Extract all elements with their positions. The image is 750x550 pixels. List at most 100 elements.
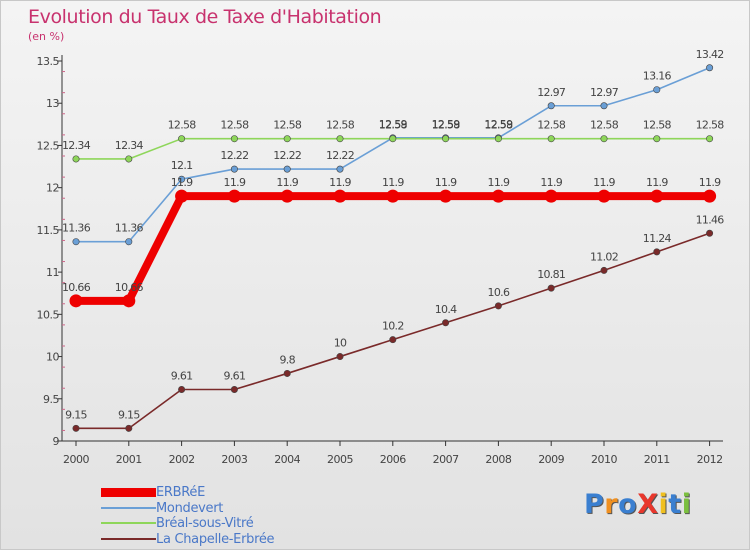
data-label: 12.58 <box>273 119 302 132</box>
data-point <box>494 135 502 143</box>
data-point <box>336 165 344 173</box>
data-label: 9.15 <box>65 408 87 421</box>
chart-title: Evolution du Taux de Taxe d'Habitation <box>28 6 382 28</box>
data-point <box>439 189 453 203</box>
data-label: 12.22 <box>273 149 301 162</box>
data-label: 11.24 <box>643 232 672 245</box>
data-point <box>230 385 238 393</box>
data-label: 10.2 <box>382 320 404 333</box>
legend-swatch <box>101 537 156 540</box>
x-tick-label: 2010 <box>591 453 617 466</box>
data-point <box>280 189 294 203</box>
data-label: 10.4 <box>435 303 457 316</box>
data-point <box>600 102 608 110</box>
data-point <box>389 135 397 143</box>
data-labels-layer: 10.66 10.66 11.9 11.9 11.9 11.9 11.9 11.9 11.9 11… <box>62 48 725 422</box>
data-point <box>544 189 558 203</box>
data-point <box>69 294 83 308</box>
data-label: 11.46 <box>696 213 725 226</box>
x-tick-label: 2003 <box>221 453 247 466</box>
data-label: 11.9 <box>488 176 510 189</box>
data-point <box>653 248 661 256</box>
data-label: 10.66 <box>62 281 91 294</box>
logo-letter: i <box>658 489 669 520</box>
data-label: 11.02 <box>590 250 618 263</box>
y-tick-label: 10 <box>46 351 59 364</box>
data-label: 11.9 <box>224 176 246 189</box>
data-point <box>283 135 291 143</box>
data-point <box>125 238 133 246</box>
y-tick-label: 13.5 <box>37 55 60 68</box>
x-tick-label: 2001 <box>116 453 142 466</box>
data-label: 11.36 <box>115 222 144 235</box>
series-line <box>76 192 710 305</box>
data-point <box>650 189 664 203</box>
data-point <box>597 189 611 203</box>
data-point <box>653 135 661 143</box>
y-tick-label: 10.5 <box>37 308 60 321</box>
legend-label: ERBRéE <box>156 485 206 500</box>
data-label: 11.9 <box>329 176 351 189</box>
legend-label: La Chapelle-Erbrée <box>156 531 275 547</box>
data-label: 11.9 <box>593 176 615 189</box>
data-point <box>72 238 80 246</box>
data-point <box>706 229 714 237</box>
x-tick-label: 2004 <box>274 453 300 466</box>
x-tick-label: 2007 <box>433 453 459 466</box>
legend-label: Mondevert <box>156 500 224 516</box>
x-tick-label: 2008 <box>485 453 511 466</box>
data-point <box>706 135 714 143</box>
y-tick-label: 11 <box>46 266 59 279</box>
x-tick-label: 2009 <box>538 453 564 466</box>
y-tick-label: 12 <box>46 182 59 195</box>
data-point <box>442 135 450 143</box>
data-point <box>230 135 238 143</box>
data-point <box>547 284 555 292</box>
data-label: 12.59 <box>484 118 513 131</box>
data-point <box>547 135 555 143</box>
data-point <box>72 155 80 163</box>
data-point <box>72 424 80 432</box>
data-label: 9.61 <box>171 369 193 382</box>
proxiti-logo: ProXiti <box>584 489 691 520</box>
data-point <box>491 189 505 203</box>
data-label: 11.9 <box>435 176 457 189</box>
data-point <box>122 294 136 308</box>
data-label: 10 <box>334 337 347 350</box>
legend-label: Bréal-sous-Vitré <box>156 516 254 531</box>
x-tick-label: 2012 <box>697 453 723 466</box>
legend-swatch <box>101 522 156 524</box>
data-point <box>178 175 186 183</box>
data-point <box>283 369 291 377</box>
data-label: 13.42 <box>696 48 724 61</box>
data-label: 11.9 <box>382 176 404 189</box>
data-label: 12.97 <box>590 86 619 99</box>
data-label: 11.9 <box>540 176 562 189</box>
data-label: 12.34 <box>115 139 144 152</box>
data-label: 12.22 <box>326 149 354 162</box>
data-label: 12.58 <box>168 119 197 132</box>
data-label: 12.34 <box>62 139 91 152</box>
data-point <box>600 266 608 274</box>
data-label: 9.61 <box>224 369 246 382</box>
x-tick-label: 2000 <box>63 453 89 466</box>
data-point <box>230 165 238 173</box>
data-label: 9.15 <box>118 408 140 421</box>
data-point <box>494 302 502 310</box>
data-point <box>600 135 608 143</box>
data-label: 11.9 <box>646 176 668 189</box>
data-label: 12.97 <box>537 86 566 99</box>
x-tick-label: 2005 <box>327 453 353 466</box>
data-label: 12.58 <box>379 119 408 132</box>
data-point <box>336 353 344 361</box>
logo-letter: r <box>604 489 619 520</box>
x-tick-label: 2011 <box>644 453 670 466</box>
legend-swatch <box>101 487 156 497</box>
data-label: 11.9 <box>699 176 721 189</box>
data-point <box>442 319 450 327</box>
data-point <box>653 86 661 94</box>
data-label: 11.36 <box>62 222 91 235</box>
y-tick-label: 9.5 <box>43 393 59 406</box>
chart-subtitle: (en %) <box>28 30 65 43</box>
